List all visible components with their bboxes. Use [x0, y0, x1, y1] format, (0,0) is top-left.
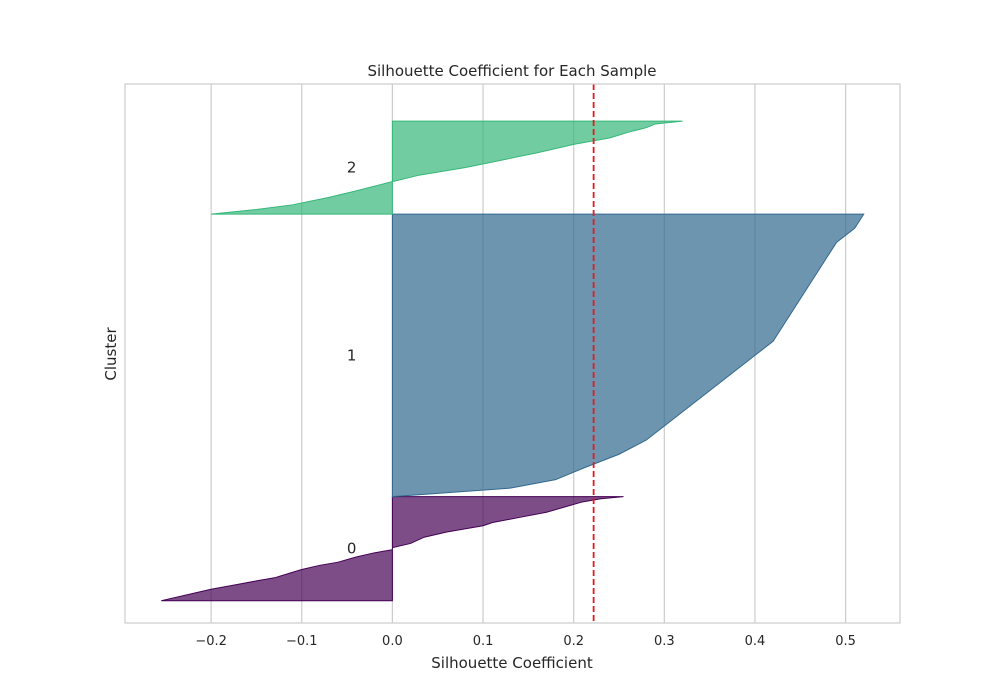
x-tick-label: 0.0 — [382, 634, 403, 649]
x-axis-title: Silhouette Coefficient — [431, 654, 593, 672]
cluster-2-silhouette — [211, 120, 683, 215]
plot-frame — [124, 83, 901, 624]
cluster-labels: 0 1 2 — [347, 159, 357, 558]
x-tick-labels: −0.2 −0.1 0.0 0.1 0.2 0.3 0.4 0.5 — [195, 634, 856, 649]
cluster-label: 0 — [347, 540, 357, 558]
y-axis-title: Cluster — [102, 327, 120, 381]
x-tick-label: 0.1 — [473, 634, 494, 649]
cluster-label: 2 — [347, 159, 357, 177]
x-tick-label: −0.2 — [195, 634, 227, 649]
x-tick-label: 0.3 — [654, 634, 675, 649]
x-tick-label: 0.2 — [563, 634, 584, 649]
x-tick-label: 0.5 — [835, 634, 856, 649]
x-tick-label: −0.1 — [286, 634, 318, 649]
cluster-0-silhouette — [161, 496, 624, 602]
cluster-label: 1 — [347, 346, 357, 364]
cluster-1-silhouette — [391, 213, 865, 498]
x-tick-label: 0.4 — [745, 634, 766, 649]
silhouette-clusters — [161, 120, 865, 602]
chart-title: Silhouette Coefficient for Each Sample — [367, 62, 656, 80]
